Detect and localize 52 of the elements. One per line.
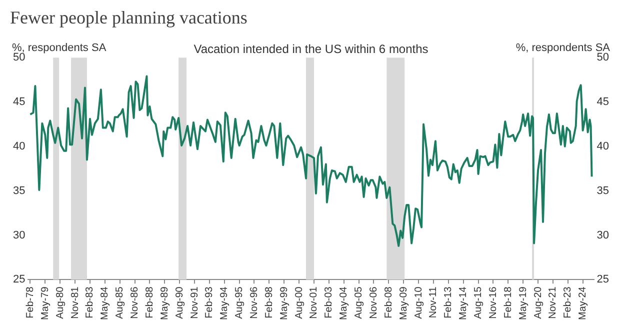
x-tick-label: Aug-95 <box>234 286 246 319</box>
x-tick-label: Aug-00 <box>294 286 305 319</box>
y-tick-label: 50 <box>12 52 26 64</box>
y2-tick-label: 50 <box>596 52 610 64</box>
x-tick-label: May-84 <box>100 286 111 320</box>
y2-tick-label: 35 <box>596 184 610 197</box>
y-tick-label: 30 <box>12 229 26 242</box>
x-tick-label: Nov-21 <box>548 286 559 319</box>
y-tick-label: 25 <box>12 274 26 286</box>
x-tick-label: Feb-13 <box>443 286 454 318</box>
x-tick-label: Feb-23 <box>562 286 574 318</box>
x-tick-label: Nov-01 <box>308 286 320 319</box>
x-tick-label: May-79 <box>40 286 51 320</box>
x-tick-label: Aug-85 <box>114 286 126 319</box>
y2-tick-label: 40 <box>596 140 610 152</box>
y2-tick-label: 25 <box>596 274 610 286</box>
x-tick-label: Feb-78 <box>24 286 36 318</box>
x-tick-label: May-94 <box>219 286 230 320</box>
x-tick-label: Feb-98 <box>264 286 275 318</box>
x-tick-label: Feb-88 <box>144 286 156 318</box>
x-tick-label: Nov-11 <box>428 286 440 318</box>
x-tick-label: May-14 <box>458 286 470 320</box>
x-tick-label: Feb-03 <box>324 286 335 318</box>
x-tick-label: Aug-05 <box>354 286 365 319</box>
chart-title: Fewer people planning vacations <box>10 8 248 28</box>
x-tick-label: Aug-15 <box>473 286 484 319</box>
y2-tick-label: 45 <box>596 96 610 108</box>
x-tick-label: Aug-10 <box>413 286 424 319</box>
x-tick-label: Feb-83 <box>84 286 96 318</box>
x-tick-label: May-89 <box>159 286 170 320</box>
chart-subtitle: Vacation intended in the US within 6 months <box>194 42 428 56</box>
x-tick-label: Nov-86 <box>130 286 141 319</box>
x-tick-label: May-09 <box>398 286 410 320</box>
x-tick-label: May-99 <box>278 286 290 320</box>
x-tick-label: Feb-18 <box>502 286 514 318</box>
x-tick-label: May-04 <box>338 286 350 320</box>
x-tick-label: May-19 <box>518 286 529 320</box>
x-tick-label: Aug-20 <box>532 286 544 319</box>
x-tick-label: Feb-08 <box>383 286 394 318</box>
x-tick-label: Nov-81 <box>70 286 81 319</box>
x-tick-label: Aug-90 <box>174 286 186 319</box>
x-tick-label: May-24 <box>578 286 589 320</box>
y-tick-label: 35 <box>12 184 26 197</box>
x-tick-label: Nov-96 <box>249 286 260 319</box>
x-tick-label: Aug-80 <box>54 286 66 319</box>
y-tick-label: 45 <box>12 96 26 108</box>
x-tick-label: Feb-93 <box>204 286 216 318</box>
x-tick-label: Nov-16 <box>488 286 499 319</box>
x-tick-label: Nov-91 <box>189 286 200 319</box>
y-tick-label: 40 <box>12 140 26 152</box>
y2-tick-label: 30 <box>596 229 610 242</box>
x-tick-label: Nov-06 <box>368 286 380 319</box>
